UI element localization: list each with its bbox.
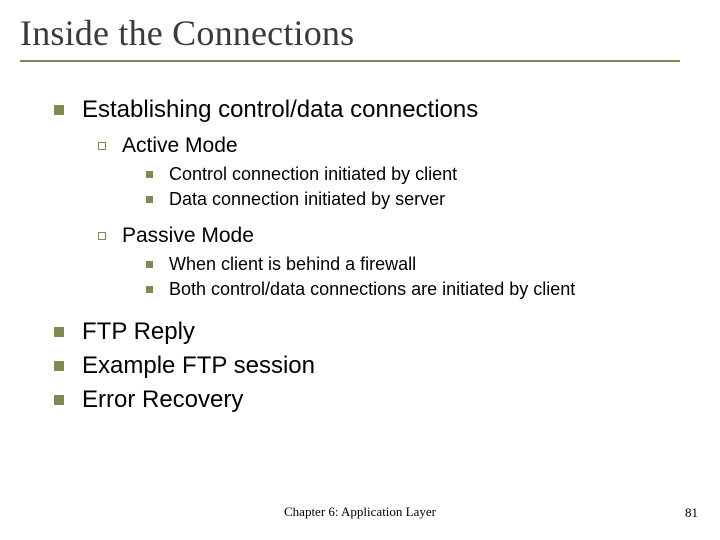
bullet-lvl3: When client is behind a firewall [146, 254, 688, 275]
lvl2-text: Active Mode [122, 134, 238, 158]
bullet-lvl1: Error Recovery [54, 386, 688, 414]
lvl3-text: Data connection initiated by server [169, 189, 445, 210]
footer-chapter: Chapter 6: Application Layer [0, 504, 720, 520]
bullet-lvl3: Data connection initiated by server [146, 189, 688, 210]
square-bullet-icon [54, 395, 64, 405]
square-bullet-icon [146, 171, 153, 178]
lvl2-text: Passive Mode [122, 224, 254, 248]
square-bullet-icon [146, 286, 153, 293]
title-underline [20, 60, 680, 62]
bullet-lvl3: Control connection initiated by client [146, 164, 688, 185]
page-number: 81 [685, 505, 698, 521]
lvl3-group: When client is behind a firewall Both co… [146, 254, 688, 300]
lvl3-group: Control connection initiated by client D… [146, 164, 688, 210]
square-bullet-icon [146, 261, 153, 268]
bullet-lvl1: FTP Reply [54, 318, 688, 346]
bullet-lvl2: Passive Mode [98, 224, 688, 248]
square-bullet-icon [54, 105, 64, 115]
slide-content: Establishing control/data connections Ac… [54, 96, 688, 414]
bullet-lvl1: Establishing control/data connections [54, 96, 688, 124]
lvl1-text: FTP Reply [82, 318, 195, 346]
lvl1-text: Example FTP session [82, 352, 315, 380]
lvl1-text: Error Recovery [82, 386, 243, 414]
hollow-square-bullet-icon [98, 232, 106, 240]
square-bullet-icon [54, 327, 64, 337]
bullet-lvl3: Both control/data connections are initia… [146, 279, 688, 300]
lvl1-text: Establishing control/data connections [82, 96, 478, 124]
lvl3-text: Control connection initiated by client [169, 164, 457, 185]
lvl3-text: Both control/data connections are initia… [169, 279, 575, 300]
lvl2-group: Active Mode Control connection initiated… [98, 134, 688, 300]
lvl3-text: When client is behind a firewall [169, 254, 416, 275]
bullet-lvl2: Active Mode [98, 134, 688, 158]
slide: Inside the Connections Establishing cont… [0, 0, 720, 540]
square-bullet-icon [146, 196, 153, 203]
hollow-square-bullet-icon [98, 142, 106, 150]
bullet-lvl1: Example FTP session [54, 352, 688, 380]
slide-title: Inside the Connections [20, 12, 688, 54]
square-bullet-icon [54, 361, 64, 371]
